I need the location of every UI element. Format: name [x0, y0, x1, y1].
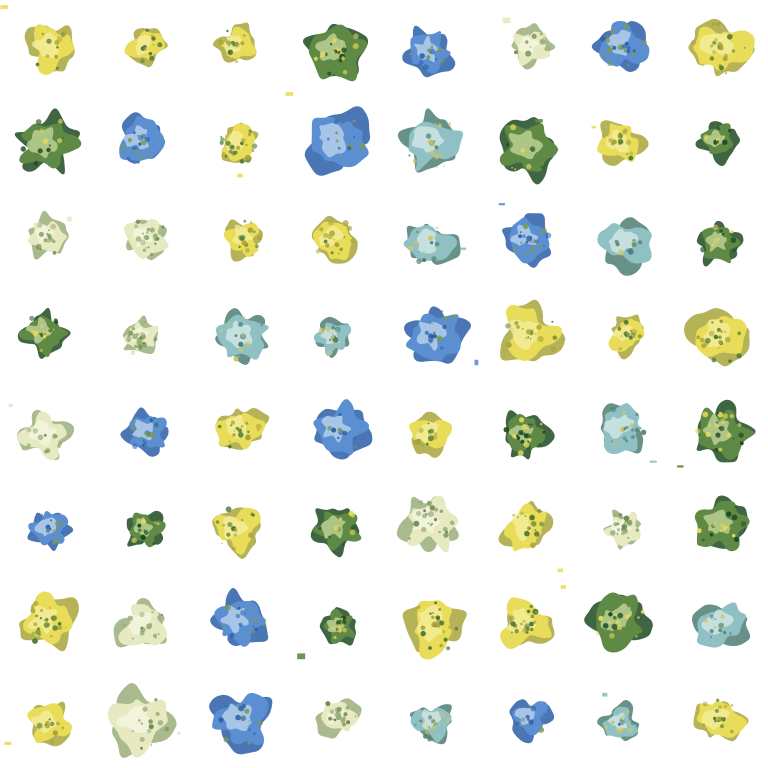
- sample-tile-r7-c8: [692, 602, 751, 648]
- sample-tile-r3-c6: [498, 203, 552, 268]
- sample-tile-r7-c4: [297, 607, 356, 660]
- sample-tile-r1-c5: [402, 25, 456, 78]
- sample-tile-r4-c4: [313, 316, 352, 359]
- sample-tile-r2-c7: [591, 120, 651, 166]
- sample-tile-r2-c5: [397, 108, 464, 173]
- sample-tile-r5-c3: [215, 408, 270, 450]
- sample-tile-r6-c2: [126, 510, 166, 548]
- sample-tile-r5-c8: [677, 399, 759, 468]
- sample-tile-r6-c3: [212, 506, 261, 559]
- sample-tile-r7-c2: [113, 597, 167, 648]
- sample-tile-r2-c3: [219, 122, 259, 178]
- sample-tile-r8-c3: [209, 692, 273, 755]
- sample-tile-r7-c3: [210, 588, 269, 647]
- sample-tile-r3-c5: [403, 223, 467, 265]
- sample-tile-r8-c4: [315, 698, 362, 739]
- sample-tile-r1-c7: [591, 20, 650, 72]
- sample-tile-r4-c7: [608, 314, 645, 360]
- sample-tile-r2-c6: [499, 117, 559, 185]
- sample-tile-r8-c5: [409, 704, 454, 745]
- sample-tile-r3-c8: [696, 220, 744, 267]
- sample-tile-r8-c6: [509, 699, 556, 744]
- sample-tile-r7-c6: [500, 585, 567, 649]
- sample-tile-r6-c5: [396, 495, 460, 553]
- sample-tile-r8-c1: [4, 701, 73, 747]
- sample-tile-r2-c1: [14, 108, 84, 175]
- sample-tile-r8-c7: [597, 692, 641, 742]
- sample-tile-r7-c5: [402, 600, 467, 660]
- sample-tile-r6-c7: [603, 509, 642, 550]
- sample-tile-r6-c8: [694, 495, 751, 552]
- sample-tile-r1-c4: [302, 23, 369, 82]
- sample-tile-r1-c1: [0, 5, 76, 75]
- sample-tile-r1-c8: [688, 18, 758, 77]
- sample-tile-r3-c7: [597, 217, 652, 276]
- sample-tile-r1-c2: [124, 28, 170, 68]
- sample-tile-r8-c2: [107, 682, 181, 758]
- sample-tile-r5-c2: [120, 407, 169, 457]
- sample-tile-r2-c2: [119, 112, 167, 164]
- sample-tile-r4-c3: [215, 308, 269, 365]
- sample-tile-r5-c7: [600, 403, 657, 463]
- sample-tile-r4-c6: [500, 299, 566, 362]
- sample-tile-r2-c4: [304, 106, 371, 176]
- sample-tile-r8-c8: [693, 698, 752, 742]
- sample-tile-r5-c4: [313, 399, 373, 460]
- sample-tile-r5-c1: [8, 403, 75, 461]
- sample-tile-r5-c5: [408, 411, 453, 458]
- sample-tile-r1-c6: [502, 17, 558, 70]
- sample-tile-r4-c1: [17, 307, 74, 359]
- sample-tile-r6-c4: [310, 508, 362, 558]
- sample-tile-r2-c8: [695, 121, 742, 167]
- sample-tile-r3-c3: [223, 219, 263, 262]
- sample-tile-r7-c1: [19, 591, 79, 652]
- sample-tile-r6-c1: [27, 511, 76, 552]
- sample-tile-r4-c2: [122, 315, 159, 355]
- sample-tile-r1-c3: [212, 22, 294, 96]
- sample-tile-r4-c8: [683, 308, 750, 367]
- sample-tile-r3-c2: [124, 218, 169, 261]
- sample-tile-r4-c5: [404, 306, 479, 366]
- sample-tile-r5-c6: [503, 410, 557, 460]
- sample-tile-r6-c6: [498, 501, 564, 573]
- sample-tile-r3-c4: [311, 215, 358, 264]
- sample-tile-r7-c7: [584, 592, 654, 653]
- sample-tile-r3-c1: [28, 210, 72, 260]
